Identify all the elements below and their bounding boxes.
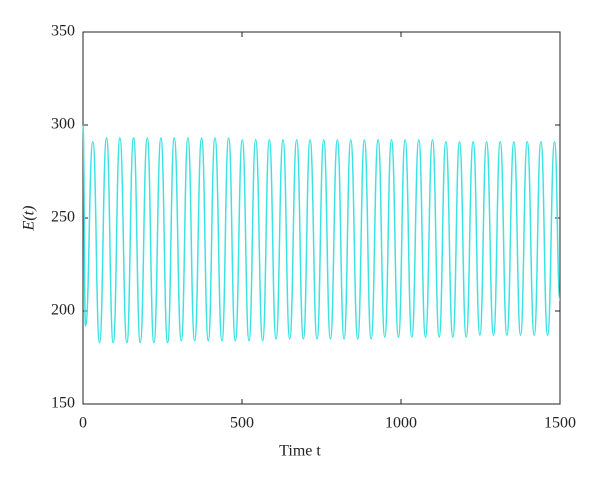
y-axis-label: E(t) (21, 206, 38, 232)
x-tick-label: 1000 (385, 415, 417, 432)
x-tick-label: 500 (230, 415, 254, 432)
data-line (82, 124, 561, 344)
y-tick-label: 350 (51, 23, 75, 40)
x-tick-label: 0 (79, 415, 87, 432)
y-tick-label: 300 (51, 116, 75, 133)
x-tick-label: 1500 (544, 415, 576, 432)
x-axis-label: Time t (279, 443, 321, 460)
y-tick-label: 200 (51, 302, 75, 319)
y-tick-label: 250 (51, 209, 75, 226)
y-tick-label: 150 (51, 395, 75, 412)
